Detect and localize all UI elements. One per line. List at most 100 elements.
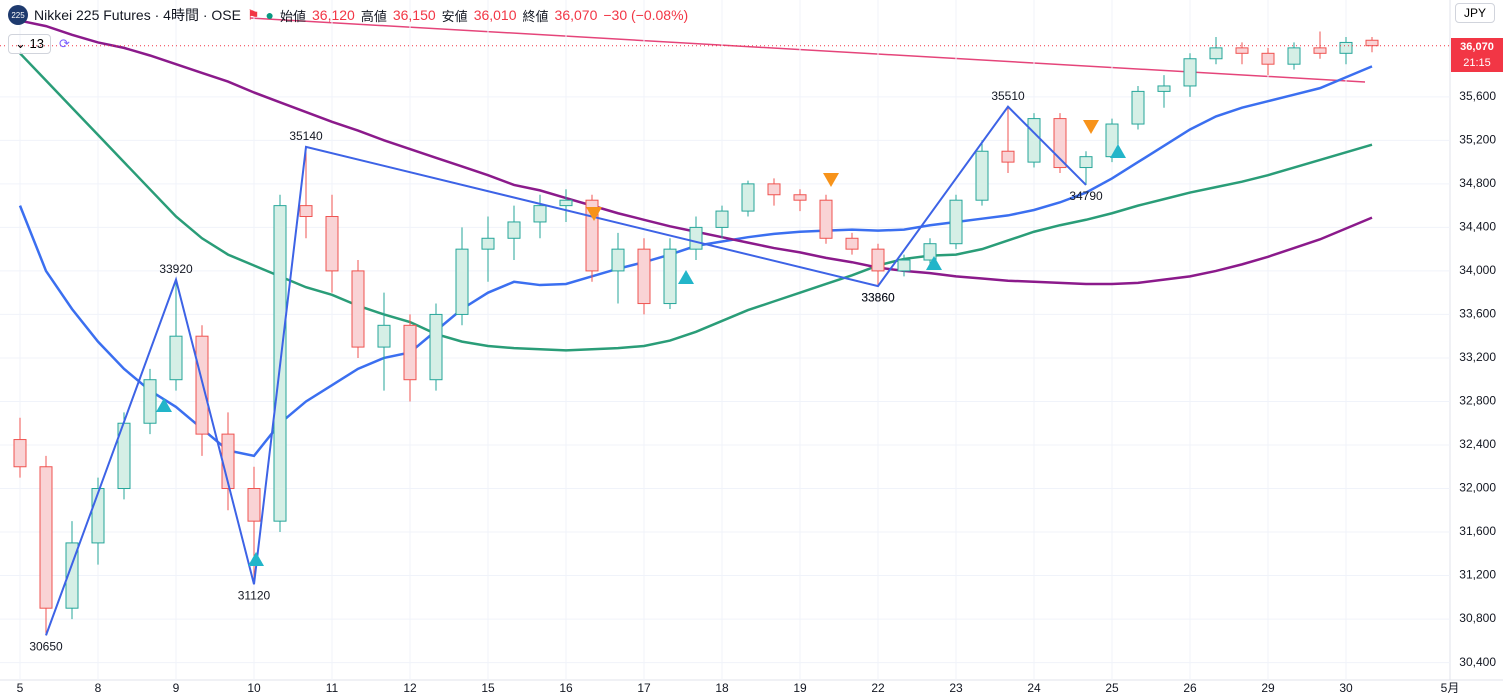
- candle-body: [1027, 118, 1041, 163]
- candle-body: [507, 221, 521, 239]
- price-tag: [1451, 38, 1503, 72]
- x-tick-label: 12: [403, 681, 417, 695]
- candle-body: [13, 439, 27, 468]
- interval-value: 13: [29, 36, 44, 51]
- x-tick-label: 30: [1339, 681, 1353, 695]
- pivot-label: 31120: [238, 588, 271, 602]
- candle-body: [325, 216, 339, 272]
- y-tick-label: 34,000: [1459, 263, 1496, 277]
- countdown: 21:15: [1463, 57, 1491, 69]
- candle-body: [819, 199, 833, 239]
- pivot-label: 33860: [861, 290, 895, 304]
- zigzag-line: [45, 105, 1087, 636]
- y-tick-label: 32,800: [1459, 394, 1496, 408]
- interval-box[interactable]: ⌄ 13: [8, 34, 51, 54]
- y-tick-label: 30,400: [1459, 655, 1496, 669]
- candle-body: [1079, 156, 1093, 169]
- indicator-icon[interactable]: ⟳: [58, 36, 70, 51]
- buy-signal: [1110, 144, 1126, 158]
- candle-body: [143, 379, 157, 424]
- candle-body: [793, 194, 807, 201]
- candle-body: [1131, 90, 1145, 125]
- high-value: 36,150: [392, 7, 436, 23]
- candle-body: [689, 226, 703, 250]
- price-tag-label: 36,070: [1460, 41, 1494, 53]
- open-label: 始値: [279, 8, 306, 24]
- moving-average: [19, 52, 1373, 352]
- change-value: −30 (−0.08%): [603, 7, 689, 23]
- x-tick-label: 5: [17, 681, 24, 695]
- candle-body: [533, 205, 547, 223]
- candle-body: [299, 205, 313, 218]
- candle-body: [1183, 58, 1197, 87]
- y-tick-label: 33,200: [1459, 350, 1496, 364]
- candle-body: [611, 248, 625, 272]
- low-label: 安値: [441, 8, 468, 24]
- candle-body: [481, 237, 495, 250]
- x-tick-label: 10: [247, 681, 261, 695]
- x-tick-label: 16: [559, 681, 573, 695]
- x-tick-label: 29: [1261, 681, 1275, 695]
- x-tick-label: 17: [637, 681, 651, 695]
- candle-body: [403, 324, 417, 381]
- x-tick-label: 26: [1183, 681, 1197, 695]
- candle-body: [351, 270, 365, 348]
- candle-body: [247, 488, 261, 522]
- x-tick-label: 22: [871, 681, 885, 695]
- flag[interactable]: ⚑: [246, 6, 260, 23]
- indicator-bar: ⌄ 13 ⟳: [8, 34, 70, 54]
- high-label: 高値: [360, 8, 387, 24]
- low-value: 36,010: [473, 7, 517, 23]
- candle-body: [715, 210, 729, 228]
- y-tick-label: 34,400: [1459, 220, 1496, 234]
- pivot-label: 33920: [159, 262, 193, 276]
- y-tick-label: 34,800: [1459, 176, 1496, 190]
- candle-body: [1365, 39, 1379, 47]
- x-tick-label: 24: [1027, 681, 1041, 695]
- candle-body: [1209, 47, 1223, 60]
- y-tick-label: 32,400: [1459, 437, 1496, 451]
- pivot-label: 30650: [29, 640, 63, 654]
- close-label: 終値: [522, 8, 549, 24]
- y-tick-label: 35,600: [1459, 89, 1496, 103]
- symbol-badge: 225: [8, 5, 28, 25]
- buy-signal: [926, 256, 942, 270]
- y-tick-label: 33,600: [1459, 307, 1496, 321]
- x-tick-label: 11: [326, 681, 339, 695]
- buy-signal: [248, 552, 264, 566]
- candle-body: [1001, 150, 1015, 163]
- candle-body: [1313, 47, 1327, 54]
- candle-body: [871, 248, 885, 272]
- candle-body: [1287, 47, 1301, 65]
- candle-body: [559, 199, 573, 207]
- candle-body: [1157, 85, 1171, 92]
- candle-body: [91, 488, 105, 544]
- candle-body: [169, 335, 183, 381]
- candle-body: [429, 313, 443, 381]
- candle-body: [1261, 52, 1275, 65]
- pivot-label: 35140: [289, 129, 323, 143]
- open-value: 36,120: [312, 7, 355, 23]
- buy-signal: [678, 270, 694, 284]
- pivot-label: 34790: [1069, 189, 1103, 203]
- sell-signal: [1083, 120, 1099, 134]
- candle-body: [923, 243, 937, 261]
- close-value: 36,070: [554, 7, 598, 23]
- x-tick-label: 25: [1105, 681, 1119, 695]
- x-tick-label: 8: [95, 681, 102, 695]
- y-tick-label: 30,800: [1459, 611, 1496, 625]
- currency-button[interactable]: JPY: [1454, 3, 1495, 23]
- x-tick-label: 5月: [1441, 681, 1460, 695]
- x-tick-label: 19: [793, 681, 807, 695]
- candle-body: [767, 183, 781, 196]
- legend-header: 225 Nikkei 225 Futures · 4時間 · OSE ⚑ ● 始…: [8, 5, 688, 25]
- candle-body: [455, 248, 469, 315]
- y-tick-label: 35,200: [1459, 133, 1496, 147]
- trend-line: [249, 17, 1366, 83]
- y-tick-label: 32,000: [1459, 481, 1496, 495]
- symbol-title[interactable]: Nikkei 225 Futures · 4時間 · OSE: [34, 7, 241, 23]
- candle-body: [65, 542, 79, 609]
- candle-body: [39, 466, 53, 609]
